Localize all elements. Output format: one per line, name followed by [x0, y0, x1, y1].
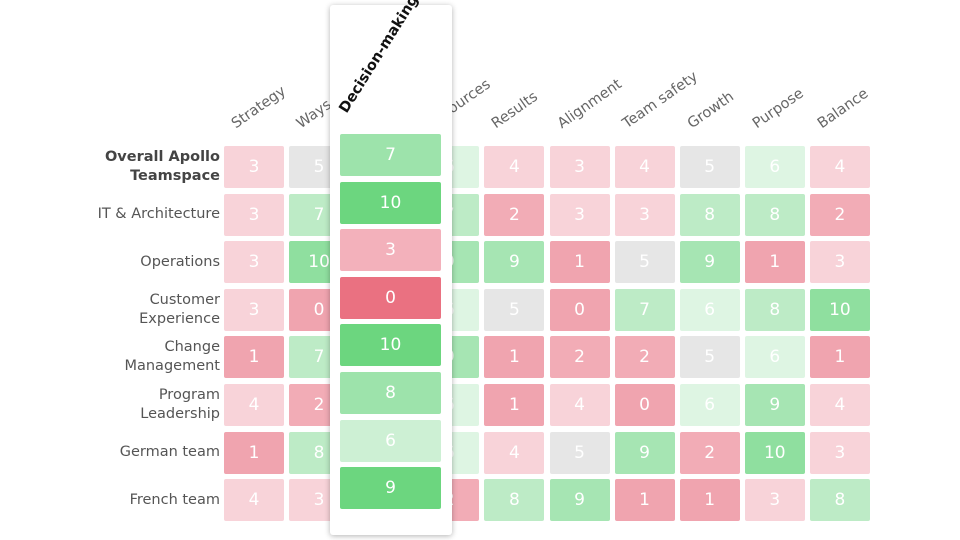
heatmap-cell[interactable]: 3 — [744, 479, 805, 522]
heatmap-cell[interactable]: 6 — [744, 146, 805, 188]
heatmap-cell[interactable]: 1 — [224, 336, 284, 379]
heatmap-cell[interactable]: 3 — [614, 193, 675, 236]
heatmap-cell[interactable]: 3 — [224, 288, 284, 331]
heatmap-cell[interactable]: 9 — [679, 241, 740, 284]
heatmap-cell[interactable]: 9 — [744, 384, 805, 426]
heatmap-cell[interactable]: 1 — [484, 336, 545, 379]
highlight-cell[interactable]: 10 — [340, 324, 441, 367]
heatmap-cell[interactable]: 1 — [484, 384, 545, 426]
heatmap-cell[interactable]: 5 — [679, 336, 740, 379]
highlight-cell[interactable]: 3 — [340, 229, 441, 272]
highlight-cell[interactable]: 7 — [340, 134, 441, 176]
row-label[interactable]: German team — [92, 432, 220, 474]
heatmap-cell[interactable]: 1 — [744, 241, 805, 284]
row-label[interactable]: Operations — [92, 241, 220, 283]
column-header[interactable]: Strategy — [228, 83, 289, 132]
highlight-cell[interactable]: 0 — [340, 276, 441, 319]
heatmap-cell[interactable]: 3 — [809, 431, 870, 474]
heatmap-cell[interactable]: 4 — [224, 384, 284, 426]
heatmap-cell[interactable]: 5 — [679, 146, 740, 188]
row-label-text: Change Management — [124, 339, 220, 375]
heatmap-cell[interactable]: 6 — [744, 336, 805, 379]
heatmap-cell[interactable]: 2 — [809, 193, 870, 236]
row-label[interactable]: Program Leadership — [92, 384, 220, 426]
heatmap-cell[interactable]: 3 — [224, 146, 284, 188]
heatmap-cell[interactable]: 1 — [679, 479, 740, 522]
heatmap-cell[interactable]: 1 — [549, 241, 610, 284]
column-header[interactable]: Growth — [684, 88, 737, 132]
heatmap-cell[interactable]: 2 — [549, 336, 610, 379]
heatmap-cell[interactable]: 8 — [809, 479, 870, 522]
heatmap-cell[interactable]: 9 — [484, 241, 545, 284]
heatmap-cell[interactable]: 9 — [614, 431, 675, 474]
heatmap-cell[interactable]: 8 — [744, 288, 805, 331]
highlight-cell[interactable]: 9 — [340, 467, 441, 510]
heatmap-cell[interactable]: 4 — [484, 431, 545, 474]
row-label-text: German team — [119, 444, 220, 461]
heatmap-cell[interactable]: 4 — [614, 146, 675, 188]
column-header[interactable]: Results — [489, 88, 542, 132]
highlight-cell[interactable]: 10 — [340, 181, 441, 224]
heatmap-cell[interactable]: 2 — [614, 336, 675, 379]
heatmap-cell[interactable]: 3 — [224, 193, 284, 236]
heatmap-cell[interactable]: 8 — [679, 193, 740, 236]
highlight-cell[interactable]: 6 — [340, 419, 441, 462]
row-label-text: French team — [129, 491, 220, 508]
heatmap-cell[interactable]: 3 — [549, 193, 610, 236]
heatmap-cell[interactable]: 6 — [679, 384, 740, 426]
heatmap-cell[interactable]: 4 — [809, 384, 870, 426]
row-label[interactable]: IT & Architecture — [92, 194, 220, 236]
heatmap-cell[interactable]: 0 — [614, 384, 675, 426]
highlight-cell[interactable]: 8 — [340, 372, 441, 414]
heatmap-cell[interactable]: 5 — [484, 288, 545, 331]
column-header[interactable]: Balance — [814, 85, 872, 132]
heatmap-cell[interactable]: 1 — [224, 431, 284, 474]
heatmap-cell[interactable]: 4 — [549, 384, 610, 426]
heatmap-cell[interactable]: 10 — [744, 431, 805, 474]
heatmap-cell[interactable]: 4 — [224, 479, 284, 522]
heatmap-cell[interactable]: 7 — [614, 288, 675, 331]
row-label-text: Operations — [140, 253, 220, 270]
heatmap-cell[interactable]: 8 — [484, 479, 545, 522]
heatmap-cell[interactable]: 6 — [679, 288, 740, 331]
heatmap-cell[interactable]: 3 — [224, 241, 284, 284]
heatmap-cell[interactable]: 4 — [809, 146, 870, 188]
column-header[interactable]: Alignment — [554, 76, 625, 132]
heatmap-cell[interactable]: 5 — [614, 241, 675, 284]
column-header[interactable]: Purpose — [749, 85, 807, 132]
heatmap-cell[interactable]: 2 — [679, 431, 740, 474]
heatmap-cell[interactable]: 1 — [614, 479, 675, 522]
row-label[interactable]: Change Management — [92, 336, 220, 378]
heatmap-cell[interactable]: 5 — [549, 431, 610, 474]
heatmap-cell[interactable]: 1 — [809, 336, 870, 379]
row-label[interactable]: Overall Apollo Teamspace — [92, 146, 220, 188]
heatmap-cell[interactable]: 0 — [549, 288, 610, 331]
row-label[interactable]: Customer Experience — [92, 289, 220, 331]
heatmap-cell[interactable]: 8 — [744, 193, 805, 236]
row-label[interactable]: French team — [92, 479, 220, 521]
heatmap-cell[interactable]: 4 — [484, 146, 545, 188]
row-label-text: IT & Architecture — [97, 206, 220, 223]
row-label-text: Overall Apollo Teamspace — [104, 149, 220, 184]
heatmap-cell[interactable]: 10 — [809, 288, 870, 331]
row-label-text: Customer Experience — [139, 291, 220, 327]
heatmap-cell[interactable]: 3 — [549, 146, 610, 188]
heatmap-cell[interactable]: 2 — [484, 193, 545, 236]
heatmap-cell[interactable]: 3 — [809, 241, 870, 284]
heatmap-cell[interactable]: 9 — [549, 479, 610, 522]
row-label-text: Program Leadership — [140, 387, 220, 422]
